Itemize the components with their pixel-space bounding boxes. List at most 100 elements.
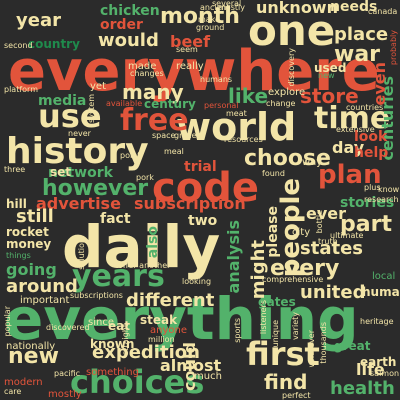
word-also: also (145, 226, 161, 259)
word-solution: solution (77, 238, 86, 270)
word-plus: plus (364, 183, 381, 192)
word-found: found (262, 169, 285, 178)
word-find: find (264, 370, 308, 394)
word-money: money (6, 237, 52, 251)
word-explore: explore (268, 87, 306, 98)
word-earth: earth (360, 355, 397, 369)
word-point: point (120, 151, 141, 160)
word-second: second (4, 41, 33, 50)
word-analysis: analysis (224, 220, 243, 294)
word-change: change (266, 99, 296, 108)
word-code: code (152, 165, 259, 211)
word-states: states (300, 238, 363, 259)
word-unknown: unknown (256, 0, 338, 17)
word-rocket: rocket (6, 225, 49, 239)
word-store: store (300, 84, 359, 108)
word-mostly-red: mostly (48, 389, 82, 400)
word-made: made (128, 61, 157, 72)
word-countries: countries (346, 103, 384, 112)
word-like: like (228, 84, 269, 108)
word-subscriptions: subscriptions (70, 291, 123, 300)
word-year: year (16, 10, 61, 31)
word-ancient: ancient (200, 3, 230, 12)
word-available: available (106, 99, 143, 108)
word-however: however (42, 176, 149, 201)
word-meat: meat (226, 109, 247, 118)
word-humans: humans (200, 75, 233, 84)
word-unique: unique (271, 320, 280, 348)
word-new: new (8, 344, 59, 369)
word-great: great (334, 339, 371, 353)
word-stories: stories (340, 195, 395, 211)
word-used: used (314, 61, 347, 75)
word-ground: ground (196, 23, 225, 32)
word-network: network (48, 165, 113, 181)
word-variety: variety (291, 312, 300, 340)
word-could: could (180, 342, 199, 391)
word-things: things (6, 251, 31, 260)
word-country: country (28, 37, 80, 51)
word-fact: fact (100, 211, 131, 227)
word-everywhere: everywhere (8, 39, 380, 104)
word-extensive: extensive (336, 125, 375, 134)
word-system: system (87, 94, 96, 123)
word-personal: personal (204, 101, 239, 110)
word-choose: choose (244, 146, 331, 171)
word-chicken: chicken (100, 3, 160, 19)
word-space: space (152, 131, 176, 140)
word-use: use (38, 97, 102, 135)
word-would: would (98, 30, 159, 51)
word-order: order (100, 17, 143, 33)
word-resources: resources (224, 135, 263, 144)
word-century: century (144, 97, 196, 111)
word-meal: meal (164, 147, 184, 156)
word-world: world (176, 105, 297, 149)
word-canada: canada (368, 7, 398, 16)
word-ultimate: ultimate (330, 231, 364, 240)
word-beef: beef (170, 32, 211, 51)
word-please: please (265, 206, 281, 258)
word-month: month (160, 4, 240, 29)
word-life: life (356, 360, 385, 379)
word-since: since (88, 317, 114, 328)
word-eat: eat (108, 319, 130, 333)
word-human: human (362, 285, 400, 299)
word-gates: gates (258, 295, 296, 309)
word-pork: pork (136, 173, 154, 182)
word-steak: steak (140, 313, 178, 327)
word-salmon: salmon (370, 369, 400, 378)
word-ever: ever (306, 204, 347, 223)
word-truth: truth (318, 237, 338, 246)
word-first: first (246, 335, 320, 373)
word-free: free (120, 103, 189, 138)
word-mostly: mostly (218, 3, 245, 12)
word-look: look (354, 129, 388, 145)
word-offer-another: offer another (118, 261, 171, 270)
word-several: several (212, 0, 242, 8)
word-really: really (176, 61, 204, 72)
word-bottle: bottle (315, 210, 324, 234)
word-one: one (248, 6, 336, 55)
word-popular: popular (3, 306, 12, 337)
word-whatever: whatever (307, 330, 316, 368)
word-probably: probably (389, 30, 398, 66)
word-know: know (378, 185, 400, 194)
word-health: health (330, 378, 395, 399)
word-almost: almost (160, 356, 222, 375)
word-expedition: expedition (92, 342, 200, 363)
word-war: war (334, 42, 381, 67)
word-make: make (198, 15, 220, 24)
word-important: important (20, 295, 70, 306)
word-part: part (340, 212, 392, 237)
word-million: million (148, 335, 175, 344)
word-choices: choices (70, 363, 205, 400)
word-plan: plan (318, 160, 382, 190)
word-yet: yet (90, 81, 106, 92)
word-something: something (86, 367, 139, 378)
word-place: place (334, 24, 389, 45)
word-way: way (302, 157, 323, 168)
word-comprehensive: comprehensive (262, 275, 324, 284)
word-going: going (6, 260, 57, 279)
word-heritage: heritage (360, 317, 394, 326)
